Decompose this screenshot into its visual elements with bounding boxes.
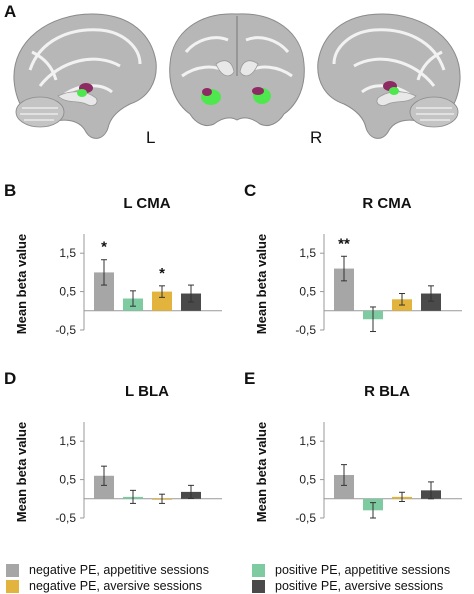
right-sagittal-brain bbox=[317, 13, 461, 139]
chart-svg: R CMA Mean beta value 1,5 0,5 -0,5 ** bbox=[254, 195, 462, 337]
legend-item-negative-appetitive: negative PE, appetitive sessions bbox=[6, 562, 209, 578]
error-bar bbox=[341, 464, 347, 486]
legend-label: positive PE, aversive sessions bbox=[275, 579, 444, 593]
error-bar bbox=[101, 465, 107, 486]
y-tick-label: -0,5 bbox=[295, 511, 316, 525]
y-axis-label: Mean beta value bbox=[254, 422, 269, 522]
y-tick-label: 1,5 bbox=[59, 246, 76, 260]
chart-l-cma: L CMA Mean beta value 1,5 0,5 -0,5 * * bbox=[0, 180, 234, 366]
error-bar bbox=[370, 502, 376, 519]
coronal-brain bbox=[169, 13, 305, 127]
chart-svg: L CMA Mean beta value 1,5 0,5 -0,5 * * bbox=[14, 195, 222, 337]
bar bbox=[421, 293, 441, 311]
y-tick-label: 1,5 bbox=[299, 434, 316, 448]
error-bar bbox=[341, 255, 347, 282]
error-bar bbox=[101, 259, 107, 286]
panel-letter-a: A bbox=[4, 2, 17, 21]
chart-r-bla: R BLA Mean beta value 1,5 0,5 -0,5 bbox=[240, 368, 474, 554]
legend-label: positive PE, appetitive sessions bbox=[275, 563, 451, 577]
legend-item-negative-aversive: negative PE, aversive sessions bbox=[6, 578, 202, 594]
error-bar bbox=[399, 293, 405, 306]
legend-swatch bbox=[6, 563, 19, 577]
y-tick-label: -0,5 bbox=[55, 323, 76, 337]
legend-swatch bbox=[6, 579, 19, 593]
y-tick-label: -0,5 bbox=[295, 323, 316, 337]
y-tick-label: 0,5 bbox=[299, 285, 316, 299]
panel-letter-d: D bbox=[4, 369, 17, 388]
significance-star: * bbox=[159, 265, 165, 282]
chart-svg: R BLA Mean beta value 1,5 0,5 -0,5 bbox=[254, 383, 462, 525]
left-sagittal-brain bbox=[13, 13, 157, 139]
y-tick-label: 0,5 bbox=[59, 285, 76, 299]
panel-letter-b: B bbox=[4, 181, 17, 200]
y-tick-label: 0,5 bbox=[59, 473, 76, 487]
error-bar bbox=[159, 285, 165, 298]
legend-swatch bbox=[252, 579, 265, 593]
significance-star: ** bbox=[338, 235, 350, 252]
error-bar bbox=[428, 285, 434, 302]
y-tick-label: 1,5 bbox=[59, 434, 76, 448]
y-axis-label: Mean beta value bbox=[14, 422, 29, 522]
chart-title: L CMA bbox=[123, 195, 170, 212]
error-bar bbox=[399, 491, 405, 502]
chart-svg: L BLA Mean beta value 1,5 0,5 -0,5 bbox=[14, 383, 222, 525]
bar bbox=[152, 291, 172, 311]
y-tick-label: 0,5 bbox=[299, 473, 316, 487]
legend-item-positive-aversive: positive PE, aversive sessions bbox=[252, 578, 443, 594]
panel-letter-e: E bbox=[244, 369, 256, 388]
chart-title: R BLA bbox=[364, 383, 410, 400]
chart-title: R CMA bbox=[362, 195, 411, 212]
bar bbox=[94, 272, 114, 311]
panel-letter-c: C bbox=[244, 181, 257, 200]
y-tick-label: 1,5 bbox=[299, 246, 316, 260]
error-bar bbox=[159, 493, 165, 504]
right-hemisphere-label: R bbox=[310, 128, 323, 147]
significance-star: * bbox=[101, 239, 107, 256]
legend-swatch bbox=[252, 563, 265, 577]
bar bbox=[94, 475, 114, 499]
legend-item-positive-appetitive: positive PE, appetitive sessions bbox=[252, 562, 450, 578]
y-axis-label: Mean beta value bbox=[14, 234, 29, 334]
error-bar bbox=[130, 290, 136, 307]
legend: negative PE, appetitive sessions positiv… bbox=[0, 558, 474, 594]
bar bbox=[334, 474, 354, 499]
error-bar bbox=[188, 284, 194, 303]
brain-images bbox=[13, 13, 461, 139]
legend-label: negative PE, aversive sessions bbox=[29, 579, 203, 593]
error-bar bbox=[370, 306, 376, 333]
chart-title: L BLA bbox=[125, 383, 169, 400]
chart-l-bla: L BLA Mean beta value 1,5 0,5 -0,5 bbox=[0, 368, 234, 554]
error-bar bbox=[188, 484, 194, 499]
left-hemisphere-label: L bbox=[146, 128, 156, 147]
error-bar bbox=[428, 481, 434, 500]
y-axis-label: Mean beta value bbox=[254, 234, 269, 334]
chart-r-cma: R CMA Mean beta value 1,5 0,5 -0,5 ** bbox=[240, 180, 474, 366]
bar bbox=[334, 268, 354, 311]
error-bar bbox=[130, 489, 136, 504]
y-tick-label: -0,5 bbox=[55, 511, 76, 525]
legend-label: negative PE, appetitive sessions bbox=[29, 563, 209, 577]
